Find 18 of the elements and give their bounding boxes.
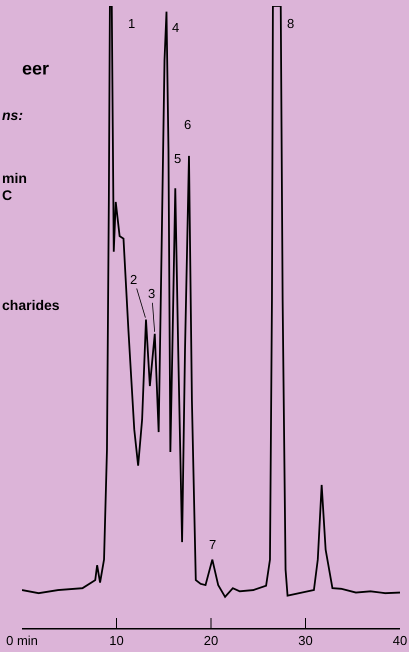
annotation: 8 [287, 16, 294, 31]
annotation: min [2, 170, 27, 186]
x-tick-label: 40 [392, 633, 408, 648]
x-tick-label: 30 [298, 633, 313, 648]
text: eer [22, 58, 50, 78]
annotation: 5 [174, 151, 182, 166]
x-tick-label: 20 [204, 633, 218, 648]
annotation: 2 [130, 272, 138, 287]
annotation: 6 [184, 117, 192, 132]
annotation: ns: [2, 107, 23, 123]
text: C [2, 187, 12, 203]
annotation: 3 [148, 286, 156, 301]
x-tick-label: 10 [109, 633, 124, 648]
annotation: charides [2, 297, 60, 313]
annotation: 4 [172, 20, 180, 35]
x-tick-label: 0 min [6, 633, 38, 648]
annotation: 7 [209, 537, 216, 552]
annotation: 1 [128, 16, 136, 31]
